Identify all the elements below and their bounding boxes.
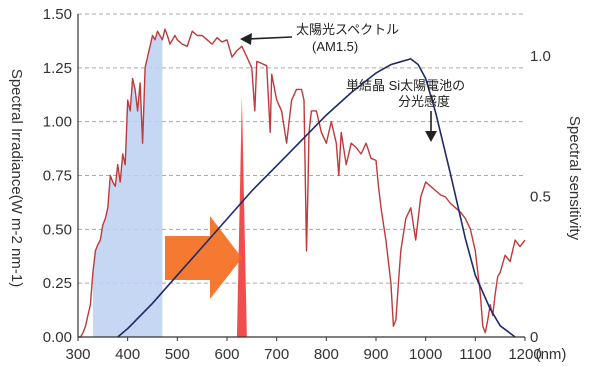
y-left-tick-label: 1.25 bbox=[43, 60, 72, 77]
si-label-line1: 単結晶 Si太陽電池の bbox=[346, 78, 465, 93]
x-tick-label: 600 bbox=[214, 346, 239, 363]
x-tick-label: 1200 bbox=[508, 346, 541, 363]
y-left-tick-label: 0.75 bbox=[43, 168, 72, 185]
tick-labels: 300 400 500 600 700 800 900 1000 1100 1200 0.00 0.2… bbox=[43, 6, 551, 363]
y-right-title: Spectral sensitivity bbox=[566, 116, 583, 241]
y-left-tick-label: 1.50 bbox=[43, 6, 72, 23]
red-wavelength-band bbox=[236, 95, 247, 338]
x-tick-label: 300 bbox=[65, 346, 90, 363]
y-right-tick-label: 0.5 bbox=[530, 189, 551, 206]
sunlight-pointer-arrow-icon bbox=[240, 33, 252, 45]
x-tick-label: 900 bbox=[363, 346, 388, 363]
axes bbox=[77, 14, 526, 341]
y-left-tick-label: 1.00 bbox=[43, 114, 72, 131]
irradiance-line bbox=[78, 28, 526, 338]
x-tick-label: 800 bbox=[314, 346, 339, 363]
x-tick-label: 1100 bbox=[459, 346, 491, 363]
highlight-bands bbox=[92, 31, 247, 338]
sensitivity-line bbox=[117, 58, 516, 338]
x-tick-label: 700 bbox=[264, 346, 289, 363]
x-tick-label: 1000 bbox=[409, 346, 442, 363]
x-tick-label: 500 bbox=[165, 346, 190, 363]
si-label-line2: 分光感度 bbox=[398, 94, 450, 109]
annotations: 太陽光スペクトル (AM1.5) 単結晶 Si太陽電池の 分光感度 bbox=[240, 22, 465, 142]
y-left-title: Spectral Irradiance(W m-2 nm-1) bbox=[8, 69, 25, 287]
si-pointer-arrow-icon bbox=[425, 131, 437, 142]
y-left-tick-label: 0.50 bbox=[43, 221, 72, 238]
y-right-tick-label: 0 bbox=[530, 329, 538, 346]
x-unit-label: (nm) bbox=[536, 346, 567, 363]
sunlight-pointer-line bbox=[247, 36, 293, 40]
y-left-tick-label: 0.00 bbox=[43, 329, 72, 346]
orange-arrow-icon bbox=[165, 216, 242, 299]
y-right-tick-label: 1.0 bbox=[530, 48, 551, 65]
sunlight-label: 太陽光スペクトル bbox=[296, 22, 399, 37]
blue-wavelength-band bbox=[92, 31, 163, 338]
x-tick-label: 400 bbox=[115, 346, 140, 363]
series-group bbox=[78, 28, 526, 338]
y-left-tick-label: 0.25 bbox=[43, 275, 72, 292]
sunlight-sublabel: (AM1.5) bbox=[312, 39, 358, 54]
